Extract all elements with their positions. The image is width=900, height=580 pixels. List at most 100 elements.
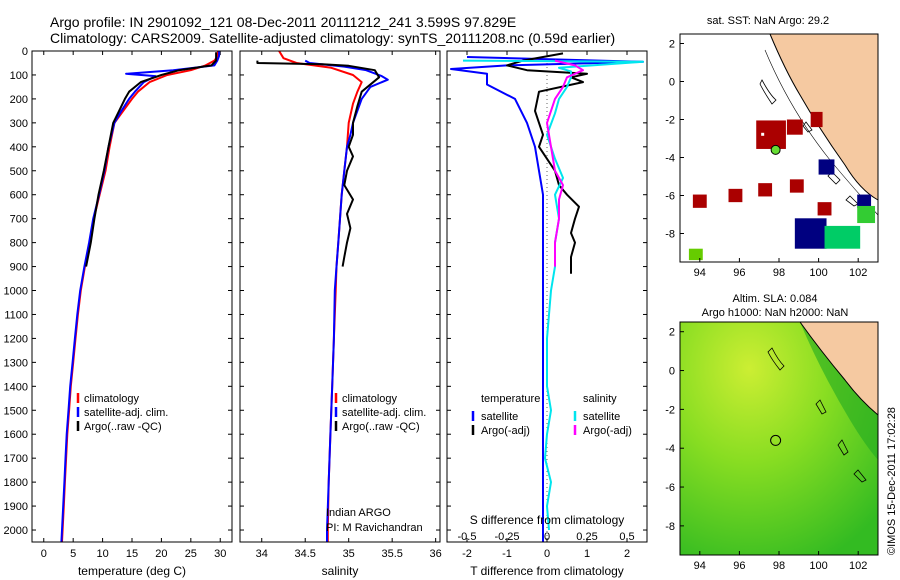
island-siberut-sla [815,399,827,415]
map-y-tick-label: -4 [665,153,675,165]
salinity-panel-x-ticks: 34 34.5 35 35.5 36 [256,51,442,560]
x-tick-label: 5 [70,548,76,560]
difference-panel-series [450,52,644,542]
y-tick-label: 400 [10,142,28,154]
credit-organization: Indian ARGO [326,507,391,519]
series-line-2 [256,60,381,267]
sst-cell [810,111,823,128]
sumatra-coastline-sla [799,321,879,416]
sst-cell [818,159,835,175]
map-y-tick-label: -4 [665,443,675,455]
header-line-2: Climatology: CARS2009. Satellite-adjuste… [50,30,615,46]
x-tick-label: 35.5 [381,548,402,560]
series-line-0 [450,56,644,542]
x-tick-label: -2 [462,548,472,560]
sst-cell [692,194,707,208]
sst-cell [688,248,703,261]
map-x-tick-label: 102 [849,267,867,279]
sst-cell [824,225,861,249]
x-tick-label: 0 [544,548,550,560]
y-tick-label: 1700 [4,453,28,465]
map-x-tick-label: 98 [773,560,785,572]
difference-panel: -2 -1 0 1 2 T difference from climatology S … [446,50,648,578]
difference-x-label-t: T difference from climatology [470,564,624,578]
difference-legend: temperature salinity satellite Argo(-adj) sa… [471,393,632,437]
difference-panel-y-ticks [447,50,647,531]
legend-label: climatology [84,393,140,405]
legend-label: satellite [481,411,518,423]
map-y-tick-label: 2 [669,39,675,51]
legend-label: climatology [342,393,398,405]
legend-label: satellite-adj. clim. [84,407,168,419]
difference-panel-frame [446,50,648,543]
legend-label: Argo(-adj) [481,425,530,437]
x-tick-label: 34.5 [295,548,316,560]
sst-cell [857,205,876,224]
x-tick-label: 25 [185,548,197,560]
salinity-panel: 34 34.5 35 35.5 36 salinity climatology satel… [239,50,442,578]
island-sipora [845,195,859,207]
sla-map: Altim. SLA: 0.084 Argo h1000: NaN h2000:… [665,293,879,572]
legend-label: Argo(-adj) [583,425,632,437]
series-line-1 [304,59,389,542]
sumatra-land-sla [775,322,878,415]
island-simeulue-sla [767,347,785,371]
sla-map-title-1: Altim. SLA: 0.084 [733,293,818,305]
sst-map-title: sat. SST: NaN Argo: 29.2 [707,15,829,27]
y-tick-label: 100 [10,70,28,82]
y-tick-label: 700 [10,214,28,226]
salinity-panel-series [256,51,389,542]
legend-label: satellite-adj. clim. [342,407,426,419]
series-line-2 [85,52,218,267]
map-x-tick-label: 94 [694,560,706,572]
temperature-panel-x-ticks: 0 5 10 15 20 25 30 [41,51,226,560]
temperature-panel-y-ticks: 0 100 200 300 400 500 600 700 800 900 1000 1100 1200… [4,46,232,537]
y-tick-label: 1600 [4,429,28,441]
map-x-tick-label: 96 [733,267,745,279]
map-x-tick-label: 102 [849,560,867,572]
y-tick-label: 1900 [4,501,28,513]
temperature-panel-frame [31,50,233,543]
x-tick-label: 35 [343,548,355,560]
legend-label: satellite [583,411,620,423]
y-tick-label: 1500 [4,405,28,417]
salinity-legend: climatology satellite-adj. clim. Argo(..ra… [334,393,426,433]
x-tick-label: 34 [256,548,268,560]
sst-cells [688,111,876,261]
series-line-0 [61,51,219,542]
x-tick-label: 1 [584,548,590,560]
x-tick-label: 30 [214,548,226,560]
s-tick-label: 0 [544,531,550,543]
salinity-x-label: salinity [322,564,359,578]
temperature-legend: climatology satellite-adj. clim. Argo(..ra… [76,393,168,433]
map-y-tick-label: -2 [665,404,675,416]
map-y-tick-label: -6 [665,482,675,494]
sst-cell [786,119,803,135]
map-y-tick-label: -8 [665,521,675,533]
x-tick-label: 2 [624,548,630,560]
island-siberut [827,171,841,185]
x-tick-label: 15 [126,548,138,560]
legend-title-temperature: temperature [481,393,540,405]
sst-cell [758,183,773,197]
difference-panel-x-ticks: -2 -1 0 1 2 [462,51,630,560]
series-line-3 [546,59,584,267]
header-line-1: Argo profile: IN 2901092_121 08-Dec-2011… [50,14,516,30]
map-y-tick-label: 0 [669,77,675,89]
x-tick-label: 0 [41,548,47,560]
y-tick-label: 1000 [4,286,28,298]
sla-map-title-2: Argo h1000: NaN h2000: NaN [702,307,849,319]
y-tick-label: 300 [10,118,28,130]
island-pagai-sla [853,469,867,483]
s-tick-label: 0.5 [619,531,634,543]
s-tick-label: 0.25 [576,531,597,543]
legend-title-salinity: salinity [583,393,617,405]
series-line-2 [462,59,644,531]
map-x-tick-label: 96 [733,560,745,572]
sst-cell [794,218,827,249]
sumatra-land [770,34,878,200]
map-y-tick-label: -2 [665,115,675,127]
x-tick-label: 36 [430,548,442,560]
map-y-tick-label: 2 [669,327,675,339]
difference-x-label-s: S difference from climatology [470,513,625,527]
